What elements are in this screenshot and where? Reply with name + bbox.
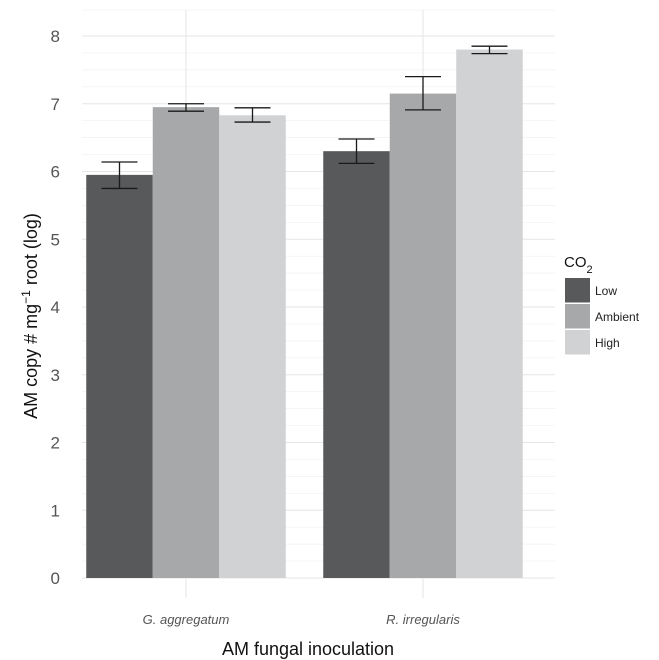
legend-title: CO2 bbox=[564, 254, 593, 276]
legend-key-ambient bbox=[565, 304, 590, 329]
bar-ambient-1 bbox=[152, 107, 220, 578]
legend-key-low bbox=[565, 278, 590, 303]
legend-label-high: High bbox=[595, 336, 620, 350]
y-axis-title-superscript: −1 bbox=[19, 290, 33, 304]
y-tick-label: 1 bbox=[51, 501, 60, 520]
y-tick-label: 8 bbox=[51, 27, 60, 46]
legend: CO2 Low Ambient High bbox=[564, 254, 640, 355]
y-tick-label: 2 bbox=[51, 434, 60, 453]
y-tick-label: 5 bbox=[51, 230, 60, 249]
x-axis-title: AM fungal inoculation bbox=[222, 639, 394, 659]
y-axis-title-main: AM copy # mg bbox=[21, 304, 41, 419]
bar-ambient-2 bbox=[389, 93, 457, 579]
x-tick-label: R. irregularis bbox=[386, 612, 460, 627]
bar-high-1 bbox=[219, 115, 286, 578]
bar-low-1 bbox=[86, 174, 153, 578]
y-tick-label: 3 bbox=[51, 366, 60, 385]
legend-key-high bbox=[565, 330, 590, 355]
bar-low-2 bbox=[323, 151, 390, 579]
legend-title-main: CO bbox=[564, 254, 587, 271]
y-axis-title: AM copy # mg−1 root (log) bbox=[19, 213, 41, 419]
y-tick-label: 6 bbox=[51, 163, 60, 182]
error-bars bbox=[101, 45, 508, 190]
legend-label-low: Low bbox=[595, 284, 617, 298]
y-tick-label: 7 bbox=[51, 95, 60, 114]
y-tick-label: 0 bbox=[51, 569, 60, 588]
legend-label-ambient: Ambient bbox=[595, 310, 640, 324]
x-tick-labels: G. aggregatum R. irregularis bbox=[143, 612, 461, 627]
x-tick-label: G. aggregatum bbox=[143, 612, 230, 627]
y-tick-labels: 0 1 2 3 4 5 6 7 8 bbox=[51, 27, 60, 588]
y-axis-title-suffix: root (log) bbox=[21, 213, 41, 290]
legend-title-subscript: 2 bbox=[587, 264, 593, 276]
y-tick-label: 4 bbox=[51, 298, 60, 317]
bars bbox=[86, 49, 523, 579]
bar-high-2 bbox=[456, 49, 523, 579]
